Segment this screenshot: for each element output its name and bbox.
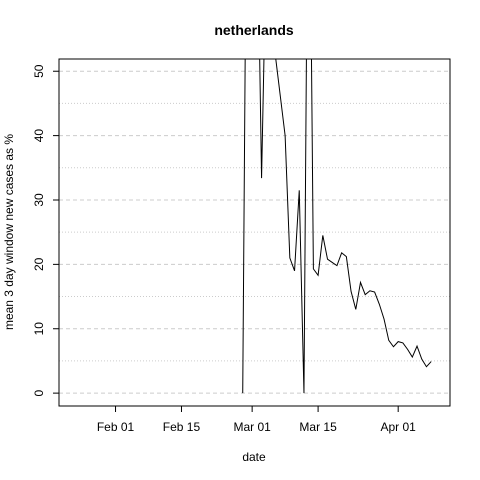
x-tick-label: Mar 01 <box>233 420 271 434</box>
x-tick-label: Mar 15 <box>299 420 337 434</box>
x-axis-label: date <box>242 450 266 464</box>
y-tick-label: 0 <box>32 389 46 396</box>
y-tick-label: 10 <box>32 322 46 336</box>
plot-area <box>242 59 432 394</box>
x-tick-label: Feb 15 <box>163 420 201 434</box>
y-axis-label: mean 3 day window new cases as % <box>2 134 16 330</box>
x-tick-label: Feb 01 <box>97 420 135 434</box>
chart-title: netherlands <box>214 22 294 38</box>
y-tick-label: 40 <box>32 129 46 143</box>
plot-frame <box>58 58 451 407</box>
x-tick-label: Apr 01 <box>381 420 417 434</box>
y-tick-label: 50 <box>32 64 46 78</box>
y-tick-label: 30 <box>32 193 46 207</box>
y-tick-label: 20 <box>32 257 46 271</box>
data-line <box>242 59 432 394</box>
